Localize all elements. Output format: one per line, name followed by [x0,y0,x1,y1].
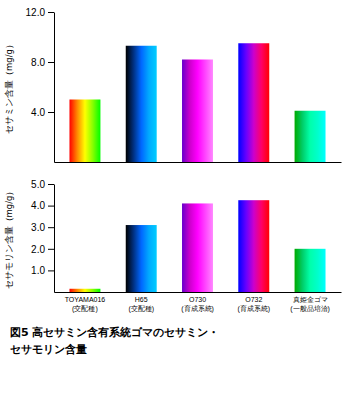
tick-mark [48,184,54,185]
tick-label-line: H65 [135,296,148,303]
tick: H65 (交配種) [128,296,154,312]
tick: TOYAMA016 (交配種) [65,296,106,312]
tick: O730(育成系統) [181,296,214,312]
tick-label: 4.0 [31,107,45,118]
tick: 8.0 [31,57,54,68]
tick: 5.0 [31,179,54,190]
tick: 1.0 [31,265,54,276]
tick-label-line: (交配種) [128,305,154,313]
tick-label: 2.0 [31,244,45,255]
bars [69,43,325,162]
tick: 4.0 [31,107,54,118]
tick-mark [48,270,54,271]
tick: 真姫金ゴマ(一般品培洽) [290,296,330,312]
tick-mark [48,12,54,13]
tick-mark [48,249,54,250]
tick-label: O730(育成系統) [181,296,214,312]
tick-label-line: O730 [189,296,206,303]
bar [69,100,100,163]
tick: 3.0 [31,222,54,233]
tick-label-line: (一般品培洽) [290,305,330,313]
bar [238,200,269,292]
tick-label-line: (育成系統) [181,304,214,313]
axis-title: セサミン含量（mg/g） [4,40,14,134]
axis-line [55,162,342,163]
bar [182,203,213,292]
y-axis: 4.0 8.0 12.0 [26,7,55,163]
bar [69,289,100,292]
tick-label: 1.0 [31,265,45,276]
tick: 12.0 [26,7,54,18]
y-axis: 1.0 2.0 3.0 4.0 5.0 [31,179,54,293]
tick-label: 8.0 [31,57,45,68]
figure: 4.0 8.0 12.0 セサミン含量（mg/g） 図5 高セサミン含有系統ゴマのセサミ… [0,0,351,404]
title-line: 図5 高セサミン含有系統ゴマのセサミン・ [10,326,219,339]
tick-label-line: TOYAMA016 [65,296,106,303]
tick-label: 3.0 [31,222,45,233]
tick-mark [48,62,54,63]
bar [238,43,269,162]
tick: 2.0 [31,244,54,255]
chart: 4.0 8.0 12.0 セサミン含量（mg/g） [4,7,342,163]
axis-line [54,185,55,293]
bar [295,249,326,292]
tick-label: 4.0 [31,200,45,211]
tick-label: 12.0 [26,7,46,18]
tick: 4.0 [31,200,54,211]
title: 図5 高セサミン含有系統ゴマのセサミン・セサモリン含量 [10,326,219,356]
tick-label: O732(育成系統) [237,296,270,312]
tick-label: 5.0 [31,179,45,190]
axis-title: セサモリン含量（mg/g） [4,187,14,290]
bar [295,111,326,162]
axis-line [55,292,342,293]
tick-label: H65 (交配種) [128,296,154,312]
tick-label-line: (交配種) [72,305,98,313]
title-line: セサモリン含量 [10,343,87,356]
x-axis [55,162,342,163]
bars [69,200,325,292]
tick-label-line: 真姫金ゴマ [293,296,328,304]
axis-line [54,13,55,163]
bar [182,60,213,163]
tick-label-line: O732 [245,296,262,303]
x-axis: TOYAMA016(交配種)H65(交配種)O730(育成系統)O732(育成系… [55,293,342,313]
tick-mark [48,112,54,113]
tick: O732(育成系統) [237,296,270,312]
tick-label: 真姫金ゴマ(一般品培洽) [290,296,330,312]
tick-label: TOYAMA016 (交配種) [65,296,106,312]
bar [126,46,157,162]
bar [126,225,157,292]
tick-mark [48,206,54,207]
tick-mark [48,227,54,228]
chart: 1.0 2.0 3.0 4.0 5.0 TOYAMA016 (交配種) H65 (交配種) O73… [4,179,342,313]
tick-label-line: (育成系統) [237,304,270,313]
